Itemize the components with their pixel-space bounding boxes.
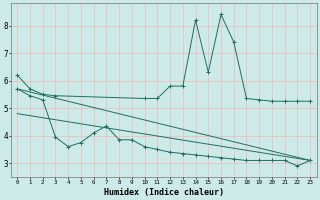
X-axis label: Humidex (Indice chaleur): Humidex (Indice chaleur) (104, 188, 224, 197)
